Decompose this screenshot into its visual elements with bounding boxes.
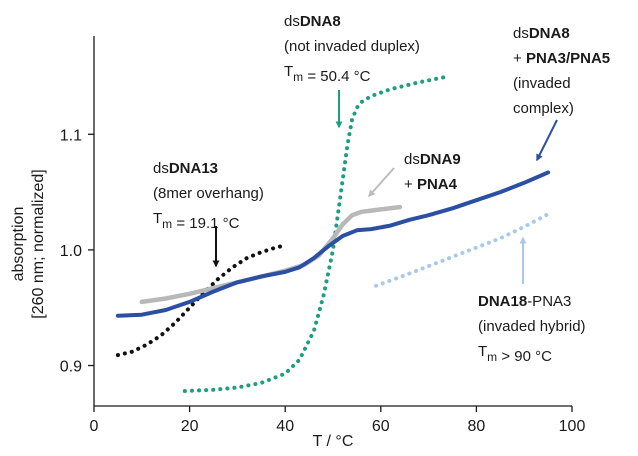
annotation-dsdna9-pna4: dsDNA9 + PNA4 <box>404 151 461 193</box>
x-tick-label-100: 100 <box>559 418 586 435</box>
x-axis-label: T / °C <box>313 433 354 450</box>
x-tick-label-0: 0 <box>90 418 99 435</box>
y-tick-label-1: 1.0 <box>60 243 82 260</box>
annotation-dsdna8: dsDNA8 (not invaded duplex) Tm = 50.4 °C <box>284 13 420 85</box>
y-tick-label-0.9: 0.9 <box>60 359 82 376</box>
x-tick-label-20: 20 <box>181 418 199 435</box>
x-tick-label-80: 80 <box>468 418 486 435</box>
series-dsdna8 <box>182 74 450 393</box>
x-axis-ticks: 0 20 40 60 80 100 <box>90 406 586 435</box>
series-dsdna8-pna3-pna5 <box>115 170 551 318</box>
annotation-dsdna8-pna3-pna5: dsDNA8 + PNA3/PNA5 (invaded complex) <box>513 25 610 117</box>
series-dna18-pna3 <box>374 212 551 288</box>
annotation-dna18-pna3: DNA18-PNA3 (invaded hybrid) Tm > 90 °C <box>478 293 586 365</box>
x-tick-label-40: 40 <box>276 418 294 435</box>
x-tick-label-60: 60 <box>372 418 390 435</box>
arrow-dsdna8-pna3-pna5 <box>536 119 558 162</box>
axes <box>93 36 572 407</box>
y-axis-ticks: 0.9 1.0 1.1 <box>60 127 94 376</box>
y-axis-label-line1: absorption <box>10 207 27 282</box>
y-axis-label-line2: [260 nm; normalized] <box>30 169 47 318</box>
y-tick-label-1.1: 1.1 <box>60 127 82 144</box>
arrow-dsdna9-pna4 <box>368 167 395 198</box>
annotation-dsdna13: dsDNA13 (8mer overhang) Tm = 19.1 °C <box>153 160 264 232</box>
plot-series-layer <box>115 74 551 393</box>
